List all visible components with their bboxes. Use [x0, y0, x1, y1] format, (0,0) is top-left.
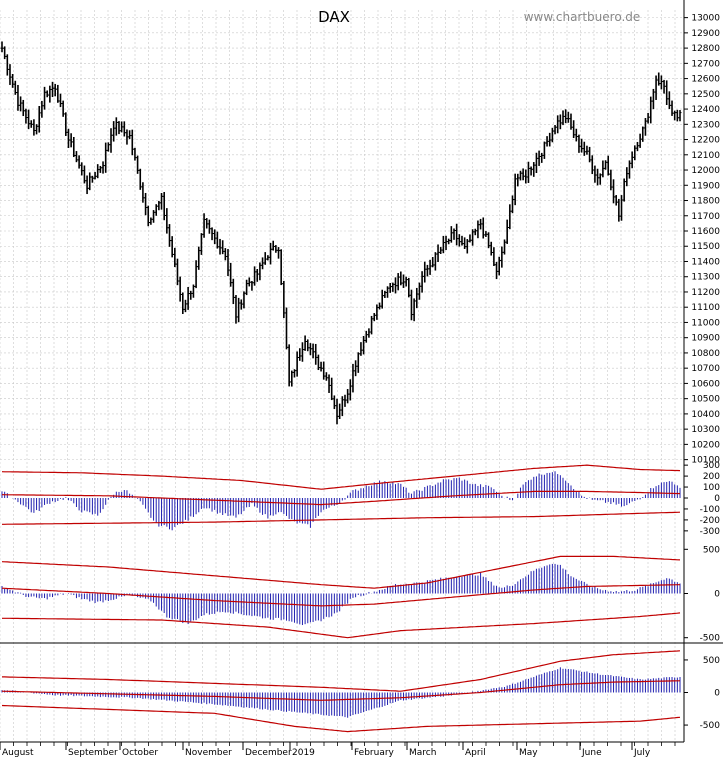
y-tick-label: 11800	[691, 197, 720, 207]
y-tick-label: 11200	[691, 288, 720, 298]
indicator-panel-2	[1, 555, 681, 639]
y-tick-label: 13000	[691, 14, 720, 24]
upper-band-line	[2, 650, 681, 692]
month-label: May	[519, 748, 538, 758]
month-label: October	[122, 748, 158, 758]
month-label: 2019	[292, 748, 315, 758]
y-tick-label: 0	[714, 689, 720, 699]
y-tick-label: 10500	[691, 395, 720, 405]
y-tick-label: 11700	[691, 212, 720, 222]
y-tick-label: -200	[700, 516, 721, 526]
y-tick-label: 12200	[691, 136, 720, 146]
y-tick-label: 11400	[691, 257, 720, 267]
grid	[0, 10, 684, 742]
upper-band-line	[1, 464, 681, 490]
y-tick-label: -500	[700, 634, 721, 644]
y-tick-label: -100	[700, 505, 721, 515]
y-tick-label: 12900	[691, 29, 720, 39]
month-label: June	[581, 748, 602, 758]
lower-band-line	[2, 612, 681, 639]
y-tick-label: 10600	[691, 379, 720, 389]
y-tick-label: 10800	[691, 349, 720, 359]
indicator-panel-1	[1, 464, 681, 531]
y-tick-label: -300	[700, 527, 721, 537]
y-tick-label: 0	[714, 590, 720, 600]
month-label: September	[68, 748, 118, 758]
y-tick-label: 11000	[691, 318, 720, 328]
y-tick-label: 12000	[691, 166, 720, 176]
y-tick-label: 11500	[691, 242, 720, 252]
y-tick-label: 12600	[691, 75, 720, 85]
y-tick-label: 500	[703, 656, 720, 666]
y-tick-label: 12500	[691, 90, 720, 100]
y-tick-label: 100	[703, 483, 720, 493]
y-tick-label: 200	[703, 472, 720, 482]
y-tick-label: 10300	[691, 425, 720, 435]
y-tick-label: 300	[703, 461, 720, 471]
y-tick-label: 11600	[691, 227, 720, 237]
y-tick-label: -500	[700, 721, 721, 731]
y-tick-label: 11100	[691, 303, 720, 313]
chart-title: DAX	[318, 8, 350, 26]
month-label: December	[245, 748, 292, 758]
y-tick-label: 10400	[691, 410, 720, 420]
middle-band-line	[1, 680, 680, 701]
watermark: www.chartbuero.de	[524, 10, 641, 24]
y-tick-label: 12800	[691, 44, 720, 54]
lower-band-line	[1, 704, 681, 733]
y-tick-label: 12100	[691, 151, 720, 161]
middle-band-line	[2, 490, 681, 506]
y-tick-label: 10700	[691, 364, 720, 374]
price-panel	[0, 41, 682, 425]
y-tick-label: 12300	[691, 120, 720, 130]
upper-band-line	[1, 555, 681, 589]
month-label: August	[2, 748, 34, 758]
middle-band-line	[1, 584, 680, 607]
y-tick-label: 10100	[691, 456, 720, 466]
month-label: November	[185, 748, 232, 758]
y-tick-label: 10200	[691, 440, 720, 450]
y-tick-label: 11300	[691, 273, 720, 283]
month-label: July	[633, 748, 651, 758]
y-tick-label: 12700	[691, 59, 720, 69]
lower-band-line	[2, 511, 681, 525]
month-label: March	[409, 748, 436, 758]
indicator-panel-3	[1, 650, 681, 733]
y-tick-label: 10900	[691, 334, 720, 344]
y-tick-label: 0	[714, 494, 720, 504]
y-tick-label: 500	[703, 545, 720, 555]
month-label: February	[354, 748, 395, 758]
y-tick-label: 12400	[691, 105, 720, 115]
y-tick-label: 11900	[691, 181, 720, 191]
month-label: April	[465, 748, 486, 758]
